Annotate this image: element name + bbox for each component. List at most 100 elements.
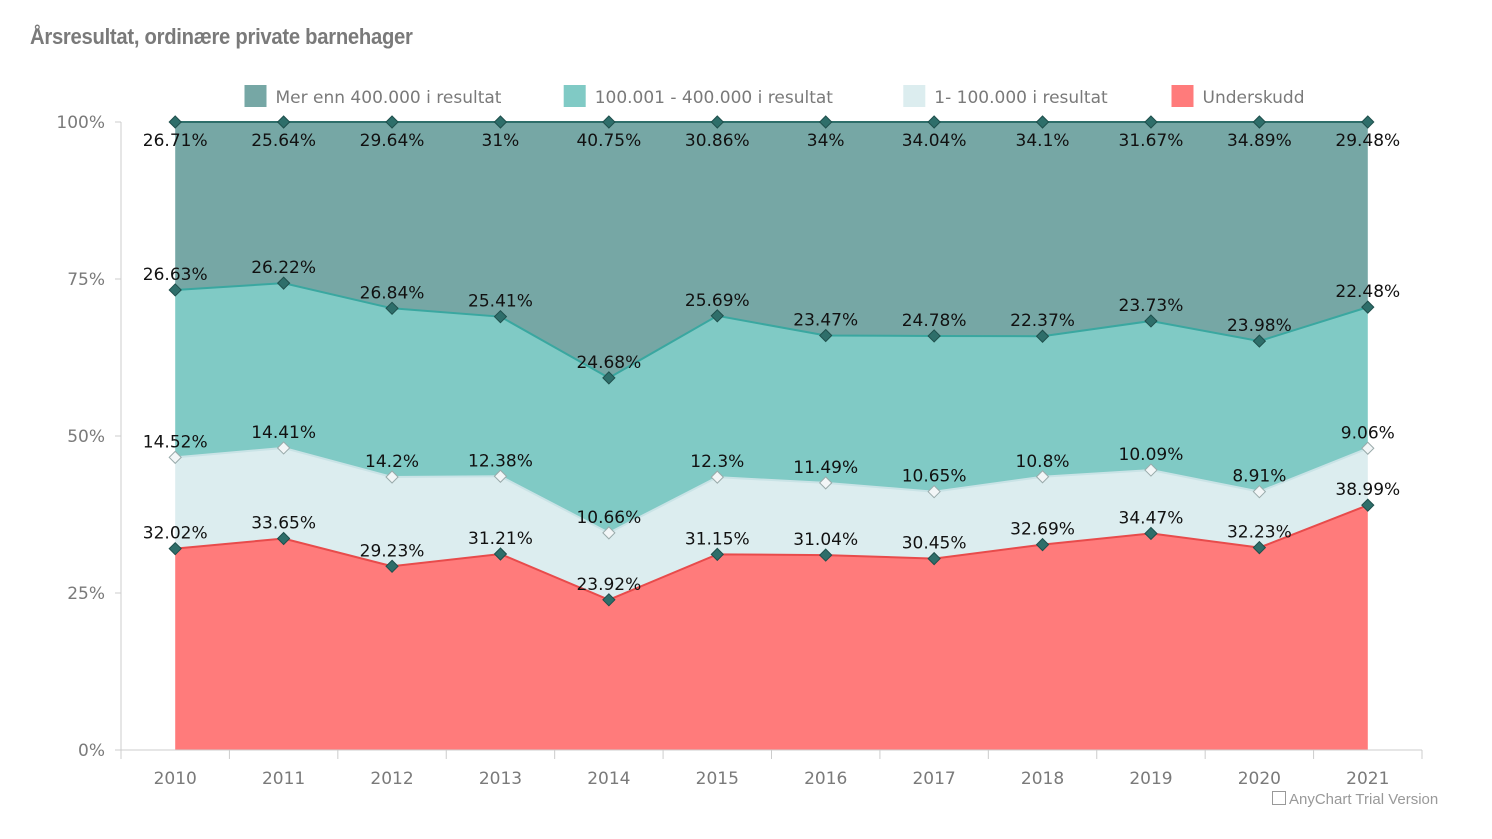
data-label: 34.1% xyxy=(1016,131,1070,151)
area-0 xyxy=(175,505,1368,750)
x-tick-label: 2019 xyxy=(1129,769,1172,789)
x-tick-label: 2020 xyxy=(1238,769,1281,789)
data-label: 14.52% xyxy=(143,432,208,452)
data-point-marker xyxy=(1144,314,1158,328)
watermark-text: AnyChart Trial Version xyxy=(1289,791,1439,808)
data-label: 25.64% xyxy=(251,131,316,151)
data-label: 12.3% xyxy=(690,452,744,472)
data-point-marker xyxy=(168,541,182,556)
data-label: 29.23% xyxy=(360,541,425,561)
legend-item-label: Mer enn 400.000 i resultat xyxy=(276,88,502,108)
data-label: 10.09% xyxy=(1119,445,1184,465)
data-point-marker xyxy=(385,559,399,573)
series-line-0 xyxy=(175,504,1369,601)
data-label: 34.04% xyxy=(902,131,967,151)
x-tick-label: 2015 xyxy=(696,769,739,789)
area-1 xyxy=(175,447,1368,600)
y-tick-label: 0% xyxy=(78,741,105,761)
data-point-marker xyxy=(1144,463,1158,477)
series-line-2 xyxy=(175,282,1369,380)
data-label: 31.04% xyxy=(793,530,858,550)
data-point-marker xyxy=(276,115,291,129)
chart-title: Årsresultat, ordinære private barnehager xyxy=(30,24,413,49)
x-tick-label: 2014 xyxy=(587,769,630,789)
data-label: 38.99% xyxy=(1335,480,1400,500)
y-tick-label: 75% xyxy=(67,270,105,290)
data-label: 34% xyxy=(807,131,845,151)
data-point-marker xyxy=(385,470,399,484)
data-point-marker xyxy=(819,328,833,343)
y-tick-label: 25% xyxy=(67,584,105,604)
data-point-marker xyxy=(602,115,616,129)
data-point-marker xyxy=(1361,300,1375,314)
data-point-marker xyxy=(1035,115,1050,129)
data-label: 22.37% xyxy=(1010,311,1075,331)
data-point-marker xyxy=(927,551,941,566)
data-label: 23.47% xyxy=(793,311,858,331)
legend-swatch xyxy=(563,85,586,107)
data-point-marker xyxy=(819,476,833,490)
data-label: 8.91% xyxy=(1232,467,1286,487)
data-point-marker xyxy=(493,115,508,129)
data-point-marker xyxy=(276,531,291,546)
data-point-marker xyxy=(1361,115,1375,129)
data-point-marker xyxy=(168,283,182,297)
data-label: 32.02% xyxy=(143,524,208,544)
data-point-marker xyxy=(1035,470,1050,484)
data-label: 32.69% xyxy=(1010,520,1075,540)
legend-item-label: Underskudd xyxy=(1203,88,1305,108)
data-point-marker xyxy=(602,593,616,607)
data-point-marker xyxy=(819,548,833,562)
y-tick-label: 100% xyxy=(56,113,105,133)
data-point-marker xyxy=(276,441,291,455)
data-point-marker xyxy=(168,450,182,465)
legend-swatch xyxy=(244,85,267,107)
x-tick-label: 2016 xyxy=(804,769,847,789)
legend-item-label: 100.001 - 400.000 i resultat xyxy=(595,88,834,108)
data-label: 23.98% xyxy=(1227,316,1292,336)
x-tick-label: 2012 xyxy=(370,769,413,789)
data-label: 31.21% xyxy=(468,529,533,549)
data-label: 29.64% xyxy=(360,131,425,151)
data-label: 14.2% xyxy=(365,452,419,472)
legend-item-label: 1- 100.000 i resultat xyxy=(934,88,1108,108)
data-point-marker xyxy=(1035,537,1050,552)
data-label: 23.73% xyxy=(1119,296,1184,316)
data-label: 31% xyxy=(482,131,520,151)
data-label: 40.75% xyxy=(576,131,641,151)
data-label: 24.78% xyxy=(902,311,967,331)
x-tick-label: 2018 xyxy=(1021,769,1064,789)
data-label: 33.65% xyxy=(251,514,316,534)
data-point-marker xyxy=(493,469,508,483)
data-point-marker xyxy=(602,526,616,540)
data-point-marker xyxy=(385,115,399,129)
data-label: 25.69% xyxy=(685,291,750,311)
x-tick-label: 2011 xyxy=(262,769,305,789)
watermark: AnyChart Trial Version xyxy=(1272,791,1438,808)
area-2 xyxy=(175,283,1368,533)
x-tick-label: 2021 xyxy=(1346,769,1389,789)
data-label: 29.48% xyxy=(1335,131,1400,151)
data-point-marker xyxy=(710,547,724,562)
data-label: 26.22% xyxy=(251,258,316,278)
data-label: 12.38% xyxy=(468,451,533,471)
y-tick-label: 50% xyxy=(67,427,105,447)
data-point-marker xyxy=(493,547,508,561)
data-point-marker xyxy=(927,115,941,129)
data-label: 9.06% xyxy=(1341,423,1395,443)
data-label: 31.15% xyxy=(685,529,750,549)
data-label: 24.68% xyxy=(576,353,641,373)
data-point-marker xyxy=(927,329,941,343)
legend-swatch xyxy=(903,85,926,107)
data-point-marker xyxy=(1252,540,1267,555)
data-point-marker xyxy=(1144,526,1158,541)
data-point-marker xyxy=(493,309,508,324)
data-point-marker xyxy=(1252,334,1267,348)
data-point-marker xyxy=(710,115,724,129)
data-label: 30.45% xyxy=(902,534,967,554)
data-label: 23.92% xyxy=(576,575,641,595)
data-point-marker xyxy=(1252,115,1267,129)
x-tick-label: 2013 xyxy=(479,769,522,789)
chart-icon xyxy=(1272,791,1286,805)
